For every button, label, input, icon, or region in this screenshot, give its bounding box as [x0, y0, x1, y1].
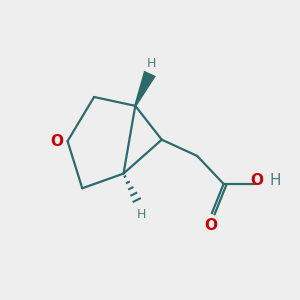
- Text: O: O: [50, 134, 63, 149]
- Text: H: H: [136, 208, 146, 221]
- Polygon shape: [134, 71, 156, 106]
- Text: H: H: [270, 173, 281, 188]
- Text: O: O: [204, 218, 217, 232]
- Text: O: O: [250, 173, 263, 188]
- Text: H: H: [147, 57, 156, 70]
